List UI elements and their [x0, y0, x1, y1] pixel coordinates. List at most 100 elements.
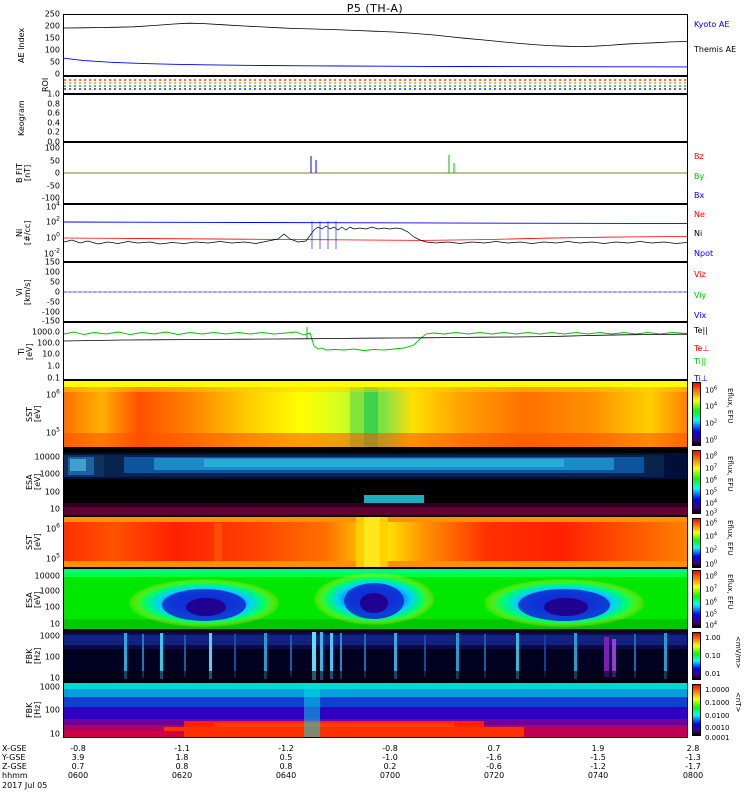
ylabel-ni: Ni [#/cc] [15, 220, 32, 246]
cbtick: 0.0010 [705, 724, 730, 732]
colorbar-esa-electron [692, 570, 701, 628]
ylabel-esa-electron: ESA [eV] [25, 591, 42, 609]
panel-ti [63, 322, 688, 380]
ytick: 0.6 [47, 108, 60, 118]
ytick: 10000 [34, 571, 60, 581]
colorbar-fbk-efield [692, 632, 701, 680]
colorbar-label-sst-ion: Eflux, EFU [726, 388, 734, 424]
axval-y-gse: -1.5 [590, 753, 606, 762]
axval-y-gse: -1.6 [486, 753, 502, 762]
axval-x-gse: -0.8 [382, 744, 398, 753]
panel-sst-electron [63, 516, 688, 568]
ylabel-fbk-efield: FBK [Hz] [25, 647, 42, 665]
ylabel-keogram: Keogram [17, 100, 26, 136]
ylabel-esa-ion: ESA [eV] [25, 473, 42, 491]
ytick: 1000 [39, 586, 60, 596]
colorbar-sst-ion [692, 382, 701, 446]
legend-ti-par: Ti|| [694, 357, 707, 366]
ytick: 106 [45, 388, 60, 400]
cbtick: 104 [705, 498, 718, 508]
axval-y-gse: -1.3 [685, 753, 701, 762]
ylabel-vi: Vi [km/s] [15, 279, 32, 305]
ytick: 200 [44, 21, 60, 31]
cbtick: 100 [705, 435, 718, 445]
cbtick: 0.0100 [705, 712, 730, 720]
cbtick: 105 [705, 609, 718, 619]
axval-x-gse: 1.9 [591, 744, 605, 753]
cbtick: 106 [705, 597, 718, 607]
cbtick: 105 [705, 487, 718, 497]
ytick: 100 [44, 487, 60, 497]
colorbar-label-esa-electron: Eflux, EFU [726, 574, 734, 610]
axval-z-gse: 0.8 [175, 762, 189, 771]
cbtick: 0.10 [705, 652, 721, 660]
axval-y-gse: 0.5 [279, 753, 293, 762]
ylabel-fbk-bfield: FBK [Hz] [25, 701, 42, 719]
ylabel-ti: Ti [eV] [17, 343, 34, 361]
axval-hhmm: 0700 [379, 771, 401, 780]
colorbar-sst-electron [692, 518, 701, 568]
axval-hhmm: 0800 [682, 771, 704, 780]
legend-viy: Viy [694, 291, 707, 300]
axval-x-gse: -1.2 [278, 744, 294, 753]
ytick: 100.0 [37, 338, 60, 348]
ytick: 105 [45, 552, 60, 564]
axval-z-gse: -1.2 [590, 762, 606, 771]
panel-fbk-bfield [63, 682, 688, 738]
legend-npot: Npot [694, 249, 714, 258]
ytick: -50 [46, 181, 60, 190]
ytick: 102 [45, 215, 60, 227]
ytick: 50 [49, 277, 60, 287]
cbtick: 0.0001 [705, 734, 730, 742]
axval-hhmm: 0720 [483, 771, 505, 780]
ytick: -150 [41, 316, 60, 326]
legend-viz: Viz [694, 270, 706, 279]
panel-fbk-efield [63, 630, 688, 682]
axval-y-gse: 1.8 [175, 753, 189, 762]
axval-y-gse: 3.9 [71, 753, 85, 762]
axval-z-gse: 0.2 [383, 762, 397, 771]
ytick: 50 [49, 57, 60, 67]
cbtick: 108 [705, 571, 718, 581]
cbtick: 102 [705, 418, 718, 428]
ylabel-ae-index: AE Index [17, 27, 26, 63]
ylabel-sst-electron: SST [eV] [25, 533, 42, 551]
ytick: 10 [49, 673, 60, 683]
axis-row-label-y-gse: Y-GSE [2, 753, 26, 762]
legend-ni: Ni [694, 229, 703, 238]
cbtick: 104 [705, 531, 718, 541]
ytick: 106 [45, 522, 60, 534]
panel-keogram [63, 94, 688, 142]
axval-x-gse: -0.8 [70, 744, 86, 753]
ytick: 0 [54, 69, 60, 79]
panel-ni [63, 204, 688, 262]
cbtick: 1.0000 [705, 686, 730, 694]
axval-z-gse: -0.6 [486, 762, 502, 771]
ytick: 100 [45, 231, 60, 243]
colorbar-fbk-bfield [692, 684, 701, 736]
axval-z-gse: 0.7 [71, 762, 85, 771]
ytick: 10 [49, 619, 60, 629]
ytick: 1000 [39, 469, 60, 479]
ytick: -50 [46, 297, 60, 307]
axval-y-gse: -1.0 [382, 753, 398, 762]
axval-hhmm: 0620 [171, 771, 193, 780]
ytick: 10.0 [42, 349, 60, 359]
ytick: 100 [44, 652, 60, 662]
ytick: 105 [45, 426, 60, 438]
ytick: 1.0 [47, 89, 60, 99]
axval-z-gse: -1.7 [685, 762, 701, 771]
cbtick: 102 [705, 545, 718, 555]
ytick: 100 [44, 705, 60, 715]
ytick: 150 [44, 33, 60, 43]
legend-te-perp: Te⊥ [694, 344, 710, 353]
legend-ti-perp: Ti⊥ [694, 374, 708, 383]
ylabel-bfit: B FIT [nT] [15, 163, 32, 183]
axval-x-gse: -1.1 [174, 744, 190, 753]
legend-vix: Vix [694, 311, 707, 320]
ytick: 0.1 [47, 373, 60, 383]
ytick: 1000.0 [32, 327, 60, 337]
cbtick: 106 [705, 475, 718, 485]
ytick: 10 [49, 729, 60, 739]
colorbar-label-esa-ion: Eflux, EFU [726, 456, 734, 492]
